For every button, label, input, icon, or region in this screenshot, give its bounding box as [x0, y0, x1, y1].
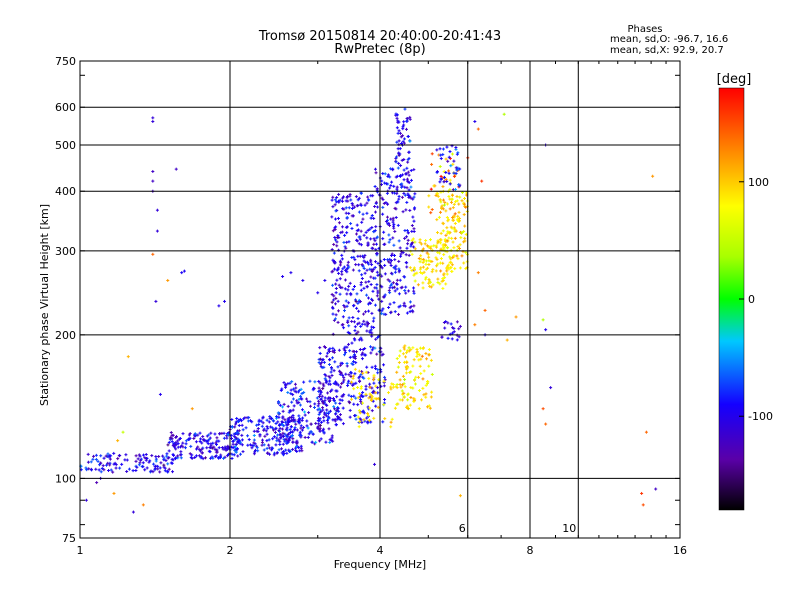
colorbar-ticks: 100 0 -100: [718, 87, 773, 511]
y-tick-label: 400: [55, 185, 76, 198]
y-tick-label: 100: [55, 472, 76, 485]
axes: 1 2 4 8 16 6 10 75 100 200 300 400 500 600 750: [55, 55, 687, 557]
y-axis-label: Stationary phase Virtual Height [km]: [38, 204, 51, 406]
x-tick-label: 1: [77, 544, 84, 557]
colorbar-tick-label: -100: [748, 410, 773, 423]
y-tick-label: 300: [55, 245, 76, 258]
y-tick-label: 750: [55, 55, 76, 68]
chart-subtitle: RwPretec (8p): [334, 42, 425, 57]
y-tick-label: 500: [55, 139, 76, 152]
y-tick-label: 600: [55, 101, 76, 114]
chart-title: Tromsø 20150814 20:40:00-20:41:43: [258, 29, 501, 44]
y-tick-label: 75: [62, 532, 76, 545]
phases-o-stats: mean, sd,O: -96.7, 16.6: [610, 34, 728, 45]
x-minor-tick-label: 6: [459, 522, 466, 535]
x-tick-label: 16: [673, 544, 687, 557]
x-tick-label: 2: [227, 544, 234, 557]
y-tick-label: 200: [55, 329, 76, 342]
phases-x-stats: mean, sd,X: 92.9, 20.7: [610, 45, 724, 56]
phases-heading: Phases: [627, 24, 662, 35]
colorbar-label: [deg]: [717, 72, 752, 87]
colorbar-tick-label: 0: [748, 293, 755, 306]
x-tick-label: 8: [527, 544, 534, 557]
x-axis-label: Frequency [MHz]: [334, 558, 426, 571]
x-minor-tick-label: 10: [562, 522, 576, 535]
grid-lines: [80, 61, 680, 538]
x-tick-label: 4: [377, 544, 384, 557]
colorbar-tick-label: 100: [748, 176, 769, 189]
scatter-points: [79, 107, 658, 514]
